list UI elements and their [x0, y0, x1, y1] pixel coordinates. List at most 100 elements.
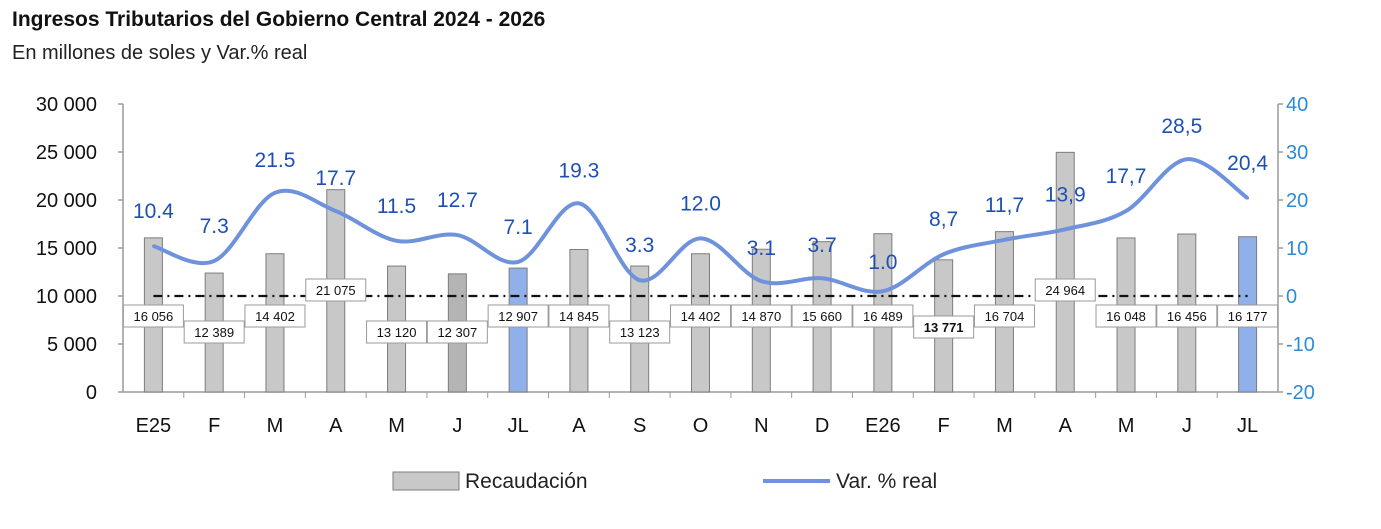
line-point-label: 3.3 — [625, 234, 654, 257]
x-tick-label: J — [1182, 415, 1192, 437]
x-tick-label: M — [1118, 415, 1135, 437]
line-point-label: 3.1 — [747, 237, 776, 260]
right-tick-label: 30 — [1286, 142, 1308, 164]
bar-value-label: 14 870 — [741, 309, 781, 324]
bar-value-box — [1095, 304, 1157, 328]
legend-label-recaudacion: Recaudación — [465, 470, 588, 493]
bar-value-label: 14 402 — [681, 309, 721, 324]
left-tick-label: 25 000 — [36, 142, 97, 164]
line-point — [1185, 157, 1189, 161]
chart-subtitle: En millones de soles y Var.% real — [12, 42, 308, 64]
line-point — [516, 260, 520, 264]
bar-value-box — [609, 320, 671, 344]
x-tick-label: JL — [508, 415, 529, 437]
left-tick-label: 5 000 — [47, 334, 97, 356]
x-tick-label: D — [815, 415, 829, 437]
left-tick-label: 15 000 — [36, 238, 97, 260]
legend: Recaudación Var. % real — [392, 470, 937, 493]
bar-value-label: 13 771 — [924, 320, 964, 335]
bar-value-box — [730, 304, 792, 328]
right-tick-label: -20 — [1286, 382, 1315, 404]
bar-value-label: 15 660 — [802, 309, 842, 324]
line-point — [820, 276, 824, 280]
x-tick-label: N — [754, 415, 768, 437]
x-tick-label: J — [452, 415, 462, 437]
bar-value-label: 14 402 — [255, 309, 295, 324]
bar-value-box — [670, 304, 731, 328]
line-point — [1246, 196, 1250, 200]
line-point-label: 11.5 — [377, 195, 416, 218]
line-point-label: 12.7 — [437, 189, 478, 212]
bar-value-box — [1156, 304, 1218, 328]
bar-value-box — [852, 304, 914, 328]
bar-value-box — [548, 304, 610, 328]
x-tick-label: F — [938, 415, 950, 437]
bar-value-label: 12 907 — [498, 309, 538, 324]
line-point — [942, 252, 946, 256]
line-point-label: 8,7 — [929, 208, 958, 231]
right-tick-label: 20 — [1286, 190, 1308, 212]
bar-value-box — [791, 304, 853, 328]
line-point-label: 3.7 — [807, 234, 836, 257]
bar-value-label: 12 389 — [194, 325, 234, 340]
bar-value-box — [1034, 278, 1096, 302]
line-point — [881, 289, 885, 293]
chart-title: Ingresos Tributarios del Gobierno Centra… — [12, 8, 546, 31]
x-tick-label: E26 — [865, 415, 901, 437]
bar-value-box — [122, 304, 184, 328]
line-point-label: 19.3 — [558, 159, 599, 182]
line-point-label: 13,9 — [1045, 183, 1086, 206]
bar-value-box — [487, 304, 549, 328]
right-tick-label: -10 — [1286, 334, 1315, 356]
x-tick-label: JL — [1237, 415, 1258, 437]
line-point-label: 7.1 — [504, 216, 533, 239]
bar-value-label: 16 704 — [985, 309, 1025, 324]
bar-value-box — [183, 320, 245, 344]
bars-layer — [143, 151, 1258, 393]
left-tick-label: 0 — [86, 382, 97, 404]
bar-value-label: 24 964 — [1045, 283, 1085, 298]
bar-recaudacion — [508, 267, 528, 393]
line-layer — [151, 157, 1250, 294]
bar-value-box — [913, 315, 975, 339]
bar-value-label: 12 307 — [437, 325, 477, 340]
x-tick-label: M — [996, 415, 1013, 437]
right-tick-label: 40 — [1286, 94, 1308, 116]
line-point-label: 11,7 — [985, 194, 1024, 217]
left-tick-label: 10 000 — [36, 286, 97, 308]
line-point-label: 12.0 — [680, 192, 721, 215]
line-point — [1002, 238, 1006, 242]
bar-value-label: 16 177 — [1228, 309, 1268, 324]
line-point-label: 1.0 — [868, 251, 897, 274]
line-point — [455, 233, 459, 237]
line-point-label: 21.5 — [255, 149, 296, 172]
x-tick-label: F — [208, 415, 220, 437]
bar-value-box — [305, 278, 367, 302]
line-point — [638, 278, 642, 282]
bar-value-label: 14 845 — [559, 309, 599, 324]
bar-value-label: 13 123 — [620, 325, 660, 340]
line-point — [1124, 209, 1128, 213]
x-tick-label: M — [388, 415, 405, 437]
right-tick-label: 0 — [1286, 286, 1297, 308]
line-point — [759, 279, 763, 283]
legend-swatch-recaudacion — [392, 471, 460, 491]
bar-value-label: 16 048 — [1106, 309, 1146, 324]
bar-value-box — [244, 304, 306, 328]
bar-value-box — [973, 304, 1035, 328]
right-tick-label: 10 — [1286, 238, 1308, 260]
line-point — [699, 236, 702, 240]
x-tick-label: O — [693, 415, 709, 437]
bar-value-label: 16 489 — [863, 309, 903, 324]
bar-value-label: 13 120 — [377, 325, 417, 340]
left-tick-label: 20 000 — [36, 190, 97, 212]
line-point — [212, 259, 216, 263]
line-point — [151, 244, 155, 248]
line-point — [577, 201, 581, 205]
bar-value-labels: 16 056 12 389 14 402 21 075 13 120 12 307 12 9… — [122, 278, 1279, 344]
bar-value-box — [1217, 304, 1279, 328]
x-tick-label: M — [267, 415, 284, 437]
bar-value-label: 16 456 — [1167, 309, 1207, 324]
bar-value-box — [366, 320, 428, 344]
